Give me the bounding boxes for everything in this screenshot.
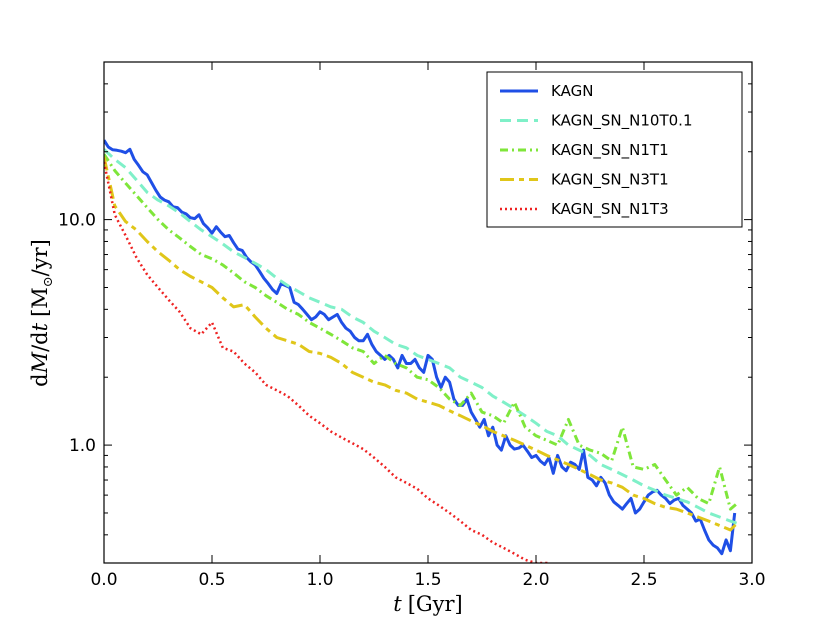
y-axis-minor-ticks <box>104 83 752 564</box>
x-tick-label: 1.5 <box>414 570 441 590</box>
x-axis-label: t [Gyr] <box>393 592 463 616</box>
series-line-0 <box>104 139 737 556</box>
series-line-1 <box>104 148 738 525</box>
legend-label-2: KAGN_SN_N1T1 <box>551 141 669 160</box>
x-tick-label: 2.0 <box>522 570 549 590</box>
legend-label-1: KAGN_SN_N10T0.1 <box>551 112 692 131</box>
x-tick-label: 0.5 <box>198 570 225 590</box>
y-axis-label: dM/dt[M⊙/yr] <box>28 239 56 387</box>
legend-box <box>486 71 743 228</box>
x-tick-label: 0.0 <box>90 570 117 590</box>
legend: KAGN KAGN_SN_N10T0.1 KAGN_SN_N1T1 KAGN_SN_N… <box>486 71 743 228</box>
series-layer <box>104 139 738 563</box>
y-axis-ticks: 1.0 10.0 <box>58 211 752 456</box>
x-axis-ticks: 0.0 0.5 1.0 1.5 2.0 2.5 3.0 <box>90 62 766 590</box>
y-tick-label: 10.0 <box>58 211 96 231</box>
x-tick-label: 1.0 <box>306 570 333 590</box>
x-tick-label: 2.5 <box>630 570 657 590</box>
y-tick-label: 1.0 <box>69 436 96 456</box>
legend-label-0: KAGN <box>551 82 593 100</box>
x-tick-label: 3.0 <box>738 570 765 590</box>
legend-label-3: KAGN_SN_N3T1 <box>551 171 669 190</box>
series-line-2 <box>104 153 738 511</box>
series-line-4 <box>104 161 552 563</box>
series-line-3 <box>104 156 738 532</box>
legend-label-4: KAGN_SN_N1T3 <box>551 200 669 219</box>
